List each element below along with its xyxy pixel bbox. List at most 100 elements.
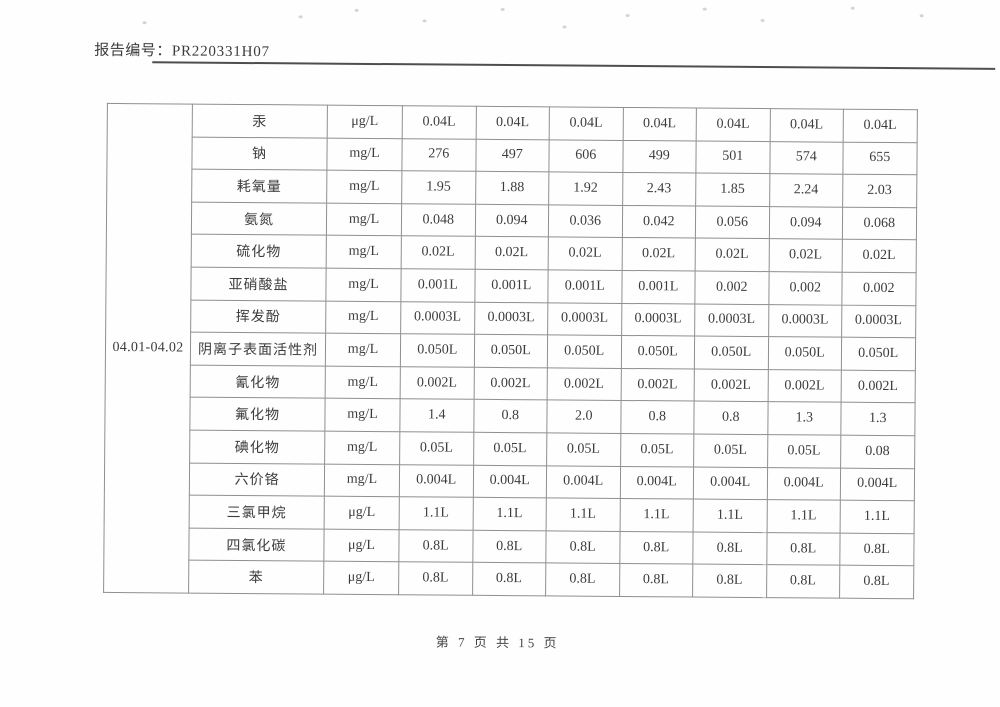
value-cell: 574 (769, 141, 844, 175)
value-cell: 1.1L (472, 497, 547, 531)
parameter-name-cell: 三氯甲烷 (189, 495, 325, 529)
value-cell: 0.042 (621, 205, 696, 239)
value-cell: 1.85 (695, 173, 770, 207)
unit-cell: mg/L (324, 431, 400, 465)
value-cell: 0.0003L (694, 303, 769, 337)
value-cell: 0.04L (622, 107, 697, 141)
value-cell: 0.002 (841, 272, 916, 306)
value-cell: 0.8 (693, 401, 768, 435)
value-cell: 0.05L (620, 433, 694, 467)
parameter-name-cell: 钠 (191, 136, 328, 171)
scan-speckle (500, 7, 505, 12)
value-cell: 0.002L (547, 367, 621, 401)
value-cell: 0.036 (548, 204, 623, 238)
parameter-name-cell: 氟化物 (189, 397, 326, 432)
value-cell: 0.001L (547, 269, 622, 304)
unit-cell: mg/L (325, 333, 401, 367)
value-cell: 1.88 (475, 171, 549, 205)
parameter-name-cell: 氨氮 (191, 201, 327, 236)
parameter-name-cell: 硫化物 (191, 234, 327, 269)
scan-speckle (562, 25, 567, 29)
results-table: 04.01-04.02 汞 μg/L 0.04L 0.04L 0.04L 0.04L 0.04… (103, 103, 917, 599)
unit-cell: mg/L (324, 398, 401, 432)
value-cell: 2.03 (842, 174, 917, 208)
value-cell: 0.050L (400, 333, 475, 368)
value-cell: 0.04L (475, 106, 550, 140)
value-cell: 497 (475, 138, 550, 173)
value-cell: 0.0003L (400, 301, 475, 335)
value-cell: 0.0003L (621, 303, 695, 337)
parameter-name-cell: 耗氧量 (191, 169, 327, 203)
value-cell: 2.43 (622, 172, 696, 206)
report-header: 报告编号：PR220331H07 (94, 39, 270, 61)
value-cell: 655 (842, 141, 917, 175)
unit-cell: μg/L (323, 528, 400, 563)
parameter-name-cell: 阴离子表面活性剂 (190, 332, 326, 366)
scan-speckle (142, 21, 147, 25)
page-footer: 第 7 页 共 15 页 (435, 634, 560, 651)
value-cell: 0.050L (547, 335, 622, 369)
scan-speckle (354, 8, 359, 12)
results-table-body: 04.01-04.02 汞 μg/L 0.04L 0.04L 0.04L 0.04L 0.04… (103, 103, 917, 599)
value-cell: 0.02L (548, 237, 622, 271)
unit-cell: mg/L (325, 300, 401, 334)
value-cell: 2.24 (769, 173, 843, 207)
value-cell: 0.8L (398, 529, 473, 563)
value-cell: 0.05L (693, 433, 768, 468)
parameter-name-cell: 四氯化碳 (188, 527, 325, 562)
value-cell: 0.02L (621, 237, 696, 271)
value-cell: 0.050L (694, 336, 769, 370)
value-cell: 0.8L (398, 562, 473, 596)
scan-speckle (422, 19, 427, 23)
unit-cell: μg/L (323, 561, 399, 595)
value-cell: 0.05L (399, 431, 474, 465)
value-cell: 0.002L (473, 367, 548, 401)
value-cell: 0.002L (694, 368, 768, 402)
value-cell: 0.004L (546, 465, 621, 499)
value-cell: 0.8L (472, 530, 547, 564)
value-cell: 0.050L (767, 336, 842, 370)
value-cell: 606 (548, 139, 623, 173)
value-cell: 0.004L (619, 465, 694, 500)
value-cell: 0.04L (402, 105, 476, 139)
value-cell: 0.001L (474, 269, 549, 303)
value-cell: 1.1L (619, 498, 694, 532)
scan-speckle (919, 14, 924, 18)
table-row: 苯 μg/L 0.8L 0.8L 0.8L 0.8L 0.8L 0.8L 0.8L (104, 560, 914, 599)
unit-cell: mg/L (326, 202, 402, 237)
value-cell: 2.0 (546, 400, 621, 434)
parameter-name-cell: 挥发酚 (190, 299, 326, 334)
value-cell: 1.95 (401, 170, 476, 205)
value-cell: 0.8 (620, 400, 695, 434)
value-cell: 1.1L (693, 499, 767, 533)
value-cell: 1.4 (399, 399, 474, 433)
parameter-name-cell: 汞 (192, 104, 328, 138)
header-underline (152, 61, 996, 70)
value-cell: 0.02L (474, 236, 549, 270)
value-cell: 0.002L (841, 369, 915, 404)
value-cell: 0.050L (620, 335, 695, 369)
value-cell: 0.8L (545, 563, 620, 597)
scan-speckle (850, 6, 855, 10)
value-cell: 0.094 (474, 204, 549, 238)
value-cell: 0.8L (692, 531, 767, 565)
value-cell: 0.04L (769, 108, 844, 142)
value-cell: 0.8L (545, 530, 620, 564)
value-cell: 0.02L (401, 236, 475, 270)
value-cell: 1.3 (767, 401, 842, 436)
value-cell: 0.056 (695, 205, 770, 239)
value-cell: 0.04L (549, 106, 623, 141)
value-cell: 1.1L (546, 497, 620, 532)
value-cell: 1.92 (548, 172, 623, 206)
value-cell: 1.3 (840, 402, 915, 436)
value-cell: 0.050L (473, 334, 548, 368)
value-cell: 0.8L (766, 564, 840, 599)
value-cell: 0.0003L (768, 304, 842, 338)
value-cell: 0.004L (693, 466, 768, 500)
value-cell: 0.068 (842, 206, 917, 241)
unit-cell: mg/L (325, 268, 402, 302)
value-cell: 0.8L (839, 532, 914, 567)
value-cell: 0.08 (840, 435, 915, 469)
value-cell: 0.04L (843, 109, 917, 143)
